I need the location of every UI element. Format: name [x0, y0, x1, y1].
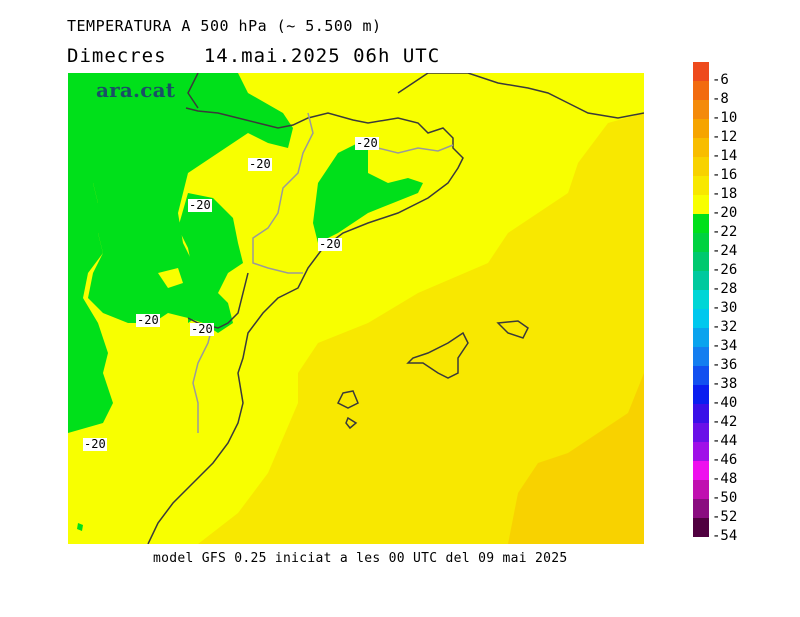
legend-color-step	[693, 347, 709, 366]
legend-color-step	[693, 81, 709, 100]
legend-label: -52	[712, 509, 738, 525]
legend-color-step	[693, 423, 709, 442]
legend-color-step	[693, 328, 709, 347]
legend-label: -40	[712, 395, 738, 411]
legend-color-step	[693, 461, 709, 480]
contour-label: -20	[136, 313, 160, 327]
legend-color-step	[693, 366, 709, 385]
legend-label: -22	[712, 224, 738, 240]
legend-color-step	[693, 195, 709, 214]
legend-color-step	[693, 290, 709, 309]
legend-color-step	[693, 252, 709, 271]
legend-label: -46	[712, 452, 738, 468]
legend-label: -34	[712, 338, 738, 354]
legend-label: -38	[712, 376, 738, 392]
color-legend-bar	[693, 62, 709, 537]
legend-label: -6	[712, 72, 729, 88]
contour-label: -20	[83, 437, 107, 451]
model-info: model GFS 0.25 iniciat a les 00 UTC del …	[153, 551, 568, 566]
legend-color-step	[693, 100, 709, 119]
legend-color-step	[693, 62, 709, 81]
legend-label: -48	[712, 471, 738, 487]
legend-color-step	[693, 480, 709, 499]
legend-color-step	[693, 518, 709, 537]
legend-color-step	[693, 233, 709, 252]
legend-label: -42	[712, 414, 738, 430]
contour-label: -20	[318, 237, 342, 251]
legend-label: -10	[712, 110, 738, 126]
legend-label: -44	[712, 433, 738, 449]
legend-label: -32	[712, 319, 738, 335]
legend-label: -26	[712, 262, 738, 278]
legend-label: -24	[712, 243, 738, 259]
temperature-map	[68, 73, 644, 544]
map-date: Dimecres 14.mai.2025 06h UTC	[67, 45, 441, 67]
legend-label: -8	[712, 91, 729, 107]
contour-label: -20	[355, 136, 379, 150]
legend-label: -28	[712, 281, 738, 297]
legend-color-step	[693, 157, 709, 176]
legend-label: -20	[712, 205, 738, 221]
legend-label: -12	[712, 129, 738, 145]
legend-label: -50	[712, 490, 738, 506]
legend-color-step	[693, 271, 709, 290]
contour-label: -20	[188, 198, 212, 212]
legend-color-step	[693, 385, 709, 404]
legend-label: -54	[712, 528, 738, 544]
legend-label: -16	[712, 167, 738, 183]
legend-label: -14	[712, 148, 738, 164]
legend-color-step	[693, 119, 709, 138]
legend-color-step	[693, 499, 709, 518]
legend-color-step	[693, 404, 709, 423]
brand-logo: ara.cat	[96, 78, 176, 102]
legend-color-step	[693, 442, 709, 461]
map-title: TEMPERATURA A 500 hPa (~ 5.500 m)	[67, 17, 382, 35]
legend-color-step	[693, 214, 709, 233]
legend-label: -18	[712, 186, 738, 202]
legend-label: -36	[712, 357, 738, 373]
legend-label: -30	[712, 300, 738, 316]
contour-label: -20	[190, 322, 214, 336]
legend-color-step	[693, 138, 709, 157]
legend-color-step	[693, 176, 709, 195]
legend-color-step	[693, 309, 709, 328]
contour-label: -20	[248, 157, 272, 171]
